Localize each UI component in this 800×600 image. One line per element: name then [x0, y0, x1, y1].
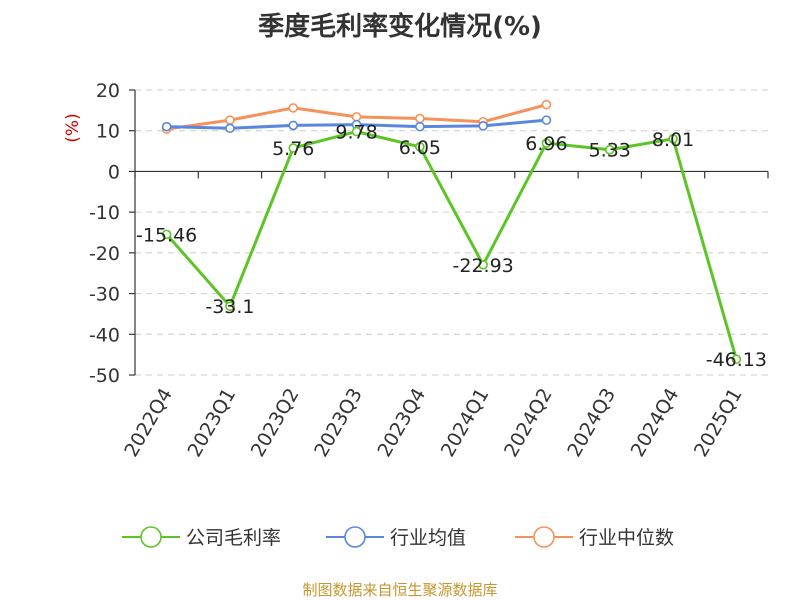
- x-tick-label: 2023Q3: [310, 385, 367, 461]
- y-tick-label: -40: [89, 324, 120, 346]
- data-point: [541, 138, 552, 148]
- data-label: 9.78: [335, 122, 377, 144]
- y-tick-label: -50: [89, 365, 120, 387]
- x-tick-label: 2022Q4: [120, 385, 177, 461]
- legend-marker-circle: [533, 526, 555, 548]
- x-tick-label: 2024Q2: [500, 385, 557, 461]
- data-point: [415, 141, 425, 152]
- data-label: -15.46: [136, 224, 197, 246]
- data-point: [288, 103, 299, 113]
- data-point: [604, 144, 615, 155]
- legend-label: 公司毛利率: [186, 527, 281, 549]
- chart-series: [161, 99, 742, 365]
- data-point: [225, 123, 235, 134]
- chart-title: 季度毛利率变化情况(%): [258, 12, 542, 42]
- data-label: 8.01: [652, 129, 694, 151]
- data-point: [288, 143, 299, 153]
- data-point: [668, 134, 678, 144]
- data-point: [351, 126, 362, 137]
- y-tick-label: -10: [89, 202, 120, 224]
- y-tick-label: 10: [96, 121, 120, 143]
- y-tick-label: -30: [89, 284, 120, 306]
- y-tick-label: 20: [96, 80, 120, 102]
- legend-marker-circle: [140, 526, 162, 548]
- chart-legend: 公司毛利率 行业均值 行业中位数: [122, 526, 674, 549]
- y-axis-unit-label: (%): [63, 113, 83, 142]
- x-tick-label: 2023Q4: [373, 385, 430, 461]
- data-point: [415, 121, 425, 132]
- data-point: [288, 120, 299, 131]
- legend-label: 行业中位数: [579, 527, 674, 549]
- data-label: -33.1: [205, 296, 254, 318]
- data-point: [731, 354, 742, 365]
- data-point: [225, 115, 235, 125]
- x-tick-label: 2024Q4: [627, 385, 684, 461]
- data-label: 5.33: [589, 140, 631, 162]
- data-point: [351, 112, 362, 122]
- data-point: [225, 301, 235, 311]
- chart-source-note: 制图数据来自恒生聚源数据库: [302, 581, 498, 599]
- data-label: 5.76: [272, 138, 314, 160]
- data-point: [478, 259, 488, 270]
- data-point: [478, 121, 488, 131]
- data-point: [161, 229, 172, 240]
- data-labels: -15.46 -33.1 5.76 9.78 6.05 -22.93 6.96 5.33 8.0…: [136, 122, 767, 372]
- x-tick-label: 2023Q1: [184, 385, 241, 461]
- data-point: [541, 115, 552, 125]
- x-tick-label: 2023Q2: [247, 385, 304, 461]
- data-point: [541, 99, 552, 110]
- y-tick-label: 0: [108, 161, 120, 183]
- x-tick-label: 2024Q1: [437, 385, 494, 461]
- legend-marker-circle: [344, 526, 366, 548]
- y-tick-label: -20: [89, 243, 120, 265]
- data-label: -22.93: [453, 255, 514, 277]
- legend-label: 行业均值: [390, 527, 466, 549]
- data-label: 6.96: [525, 133, 567, 155]
- data-point: [161, 121, 172, 132]
- series-line: [165, 130, 738, 360]
- x-tick-label: 2024Q3: [563, 385, 620, 461]
- data-label: 6.05: [399, 137, 441, 159]
- data-point: [415, 113, 425, 124]
- data-label: -46.13: [706, 349, 767, 371]
- x-tick-label: 2025Q1: [690, 385, 747, 461]
